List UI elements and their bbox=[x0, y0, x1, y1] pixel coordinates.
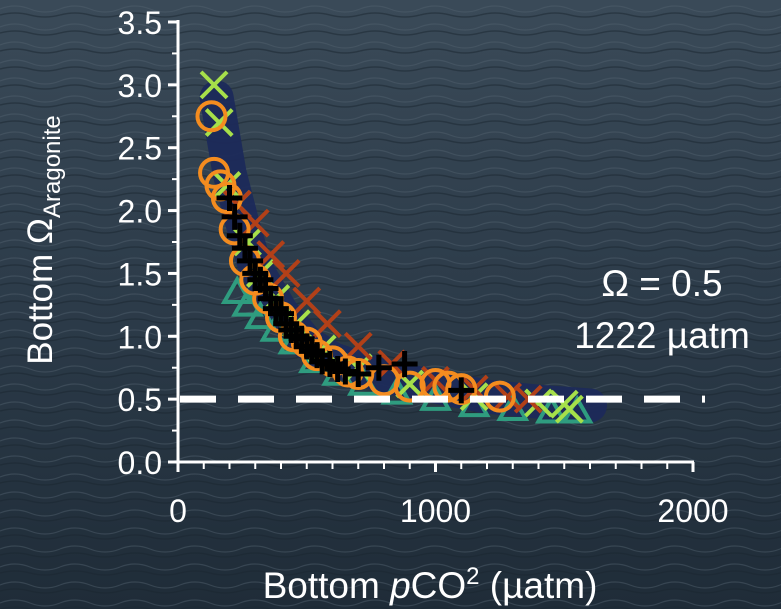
y-tick-label: 0.0 bbox=[118, 445, 162, 481]
y-tick-label: 3.0 bbox=[118, 68, 162, 104]
x-axis-label: Bottom pCO2 (µatm) bbox=[263, 563, 598, 606]
y-axis-label-sub: Aragonite bbox=[39, 115, 66, 218]
y-tick-label: 2.0 bbox=[118, 194, 162, 230]
y-tick-label: 0.5 bbox=[118, 382, 162, 418]
x-axis-label-co: CO bbox=[411, 565, 467, 606]
x-tick-label: 0 bbox=[169, 493, 187, 529]
x-tick-label: 1000 bbox=[400, 493, 471, 529]
annotation-omega: Ω = 0.5 bbox=[601, 263, 722, 304]
x-axis-label-unit: (µatm) bbox=[480, 565, 598, 606]
x-tick-label: 2000 bbox=[657, 493, 728, 529]
x-axis-label-italic: p bbox=[389, 565, 411, 606]
y-tick-label: 3.5 bbox=[118, 5, 162, 41]
y-tick-label: 1.0 bbox=[118, 319, 162, 355]
annotation-pco2: 1222 µatm bbox=[574, 315, 750, 356]
y-axis-label-main: Bottom Ω bbox=[21, 218, 60, 365]
x-axis-label-sup: 2 bbox=[466, 563, 479, 590]
y-tick-label: 2.5 bbox=[118, 131, 162, 167]
x-axis-label-main: Bottom bbox=[263, 565, 391, 606]
y-tick-label: 1.5 bbox=[118, 256, 162, 292]
